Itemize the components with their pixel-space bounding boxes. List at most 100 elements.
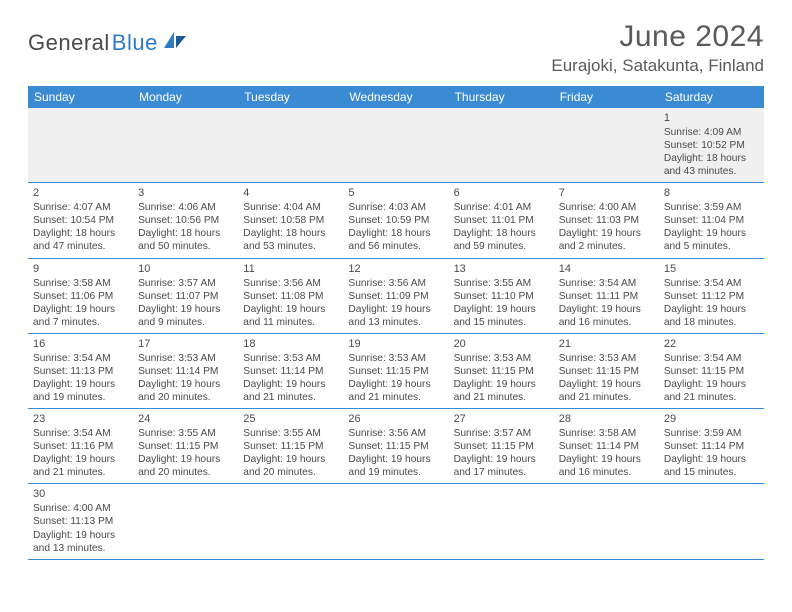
daylight-text: Daylight: 19 hours — [33, 303, 128, 316]
sunrise-text: Sunrise: 4:00 AM — [33, 502, 128, 515]
sunset-text: Sunset: 11:15 PM — [664, 365, 759, 378]
calendar-week-row: 1Sunrise: 4:09 AMSunset: 10:52 PMDayligh… — [28, 108, 764, 183]
sunrise-text: Sunrise: 3:54 AM — [33, 427, 128, 440]
day-number: 1 — [664, 111, 759, 125]
calendar-day-cell: 3Sunrise: 4:06 AMSunset: 10:56 PMDayligh… — [133, 183, 238, 258]
daylight-text: Daylight: 19 hours — [454, 378, 549, 391]
calendar-empty-cell — [238, 108, 343, 183]
day-number: 29 — [664, 412, 759, 426]
daylight-text: and 21 minutes. — [454, 391, 549, 404]
daylight-text: and 21 minutes. — [33, 466, 128, 479]
sunset-text: Sunset: 11:01 PM — [454, 214, 549, 227]
day-number: 25 — [243, 412, 338, 426]
day-number: 16 — [33, 337, 128, 351]
day-number: 10 — [138, 262, 233, 276]
sunset-text: Sunset: 10:54 PM — [33, 214, 128, 227]
day-number: 4 — [243, 186, 338, 200]
sunset-text: Sunset: 11:08 PM — [243, 290, 338, 303]
daylight-text: Daylight: 19 hours — [33, 529, 128, 542]
calendar-day-cell: 5Sunrise: 4:03 AMSunset: 10:59 PMDayligh… — [343, 183, 448, 258]
day-number: 20 — [454, 337, 549, 351]
day-number: 17 — [138, 337, 233, 351]
daylight-text: and 20 minutes. — [138, 466, 233, 479]
sunset-text: Sunset: 10:52 PM — [664, 139, 759, 152]
daylight-text: Daylight: 19 hours — [243, 303, 338, 316]
calendar-day-cell: 9Sunrise: 3:58 AMSunset: 11:06 PMDayligh… — [28, 258, 133, 333]
calendar-week-row: 16Sunrise: 3:54 AMSunset: 11:13 PMDaylig… — [28, 333, 764, 408]
day-number: 9 — [33, 262, 128, 276]
daylight-text: Daylight: 19 hours — [454, 453, 549, 466]
day-number: 5 — [348, 186, 443, 200]
sunset-text: Sunset: 11:14 PM — [138, 365, 233, 378]
sunset-text: Sunset: 11:11 PM — [559, 290, 654, 303]
calendar-week-row: 30Sunrise: 4:00 AMSunset: 11:13 PMDaylig… — [28, 484, 764, 559]
calendar-week-row: 2Sunrise: 4:07 AMSunset: 10:54 PMDayligh… — [28, 183, 764, 258]
calendar-day-cell: 15Sunrise: 3:54 AMSunset: 11:12 PMDaylig… — [659, 258, 764, 333]
sail-icon — [162, 30, 188, 50]
daylight-text: and 7 minutes. — [33, 316, 128, 329]
day-number: 24 — [138, 412, 233, 426]
day-number: 2 — [33, 186, 128, 200]
calendar-day-cell: 8Sunrise: 3:59 AMSunset: 11:04 PMDayligh… — [659, 183, 764, 258]
sunrise-text: Sunrise: 3:55 AM — [454, 277, 549, 290]
daylight-text: and 16 minutes. — [559, 466, 654, 479]
calendar-empty-cell — [133, 108, 238, 183]
sunset-text: Sunset: 11:15 PM — [348, 440, 443, 453]
calendar-empty-cell — [133, 484, 238, 559]
daylight-text: and 21 minutes. — [243, 391, 338, 404]
calendar-day-cell: 7Sunrise: 4:00 AMSunset: 11:03 PMDayligh… — [554, 183, 659, 258]
calendar-empty-cell — [554, 484, 659, 559]
sunset-text: Sunset: 11:09 PM — [348, 290, 443, 303]
daylight-text: Daylight: 19 hours — [559, 303, 654, 316]
sunset-text: Sunset: 11:04 PM — [664, 214, 759, 227]
daylight-text: and 20 minutes. — [138, 391, 233, 404]
calendar-day-cell: 16Sunrise: 3:54 AMSunset: 11:13 PMDaylig… — [28, 333, 133, 408]
calendar-day-cell: 1Sunrise: 4:09 AMSunset: 10:52 PMDayligh… — [659, 108, 764, 183]
daylight-text: Daylight: 19 hours — [664, 378, 759, 391]
sunrise-text: Sunrise: 3:56 AM — [243, 277, 338, 290]
sunset-text: Sunset: 11:06 PM — [33, 290, 128, 303]
sunrise-text: Sunrise: 4:06 AM — [138, 201, 233, 214]
sunset-text: Sunset: 11:03 PM — [559, 214, 654, 227]
calendar-empty-cell — [238, 484, 343, 559]
calendar-day-cell: 10Sunrise: 3:57 AMSunset: 11:07 PMDaylig… — [133, 258, 238, 333]
daylight-text: and 17 minutes. — [454, 466, 549, 479]
day-number: 14 — [559, 262, 654, 276]
day-number: 18 — [243, 337, 338, 351]
daylight-text: and 13 minutes. — [348, 316, 443, 329]
calendar-body: 1Sunrise: 4:09 AMSunset: 10:52 PMDayligh… — [28, 108, 764, 559]
sunrise-text: Sunrise: 3:53 AM — [454, 352, 549, 365]
location-text: Eurajoki, Satakunta, Finland — [551, 56, 764, 76]
calendar-day-cell: 17Sunrise: 3:53 AMSunset: 11:14 PMDaylig… — [133, 333, 238, 408]
weekday-header: Friday — [554, 86, 659, 108]
daylight-text: Daylight: 19 hours — [559, 378, 654, 391]
sunrise-text: Sunrise: 4:03 AM — [348, 201, 443, 214]
sunrise-text: Sunrise: 3:55 AM — [138, 427, 233, 440]
weekday-header: Monday — [133, 86, 238, 108]
calendar-empty-cell — [659, 484, 764, 559]
daylight-text: Daylight: 19 hours — [559, 227, 654, 240]
calendar-page: GeneralBlue June 2024 Eurajoki, Satakunt… — [0, 0, 792, 580]
calendar-day-cell: 19Sunrise: 3:53 AMSunset: 11:15 PMDaylig… — [343, 333, 448, 408]
daylight-text: and 5 minutes. — [664, 240, 759, 253]
calendar-empty-cell — [343, 484, 448, 559]
daylight-text: Daylight: 19 hours — [348, 453, 443, 466]
sunset-text: Sunset: 11:07 PM — [138, 290, 233, 303]
daylight-text: and 15 minutes. — [454, 316, 549, 329]
sunrise-text: Sunrise: 4:01 AM — [454, 201, 549, 214]
sunset-text: Sunset: 11:15 PM — [243, 440, 338, 453]
daylight-text: and 15 minutes. — [664, 466, 759, 479]
calendar-empty-cell — [554, 108, 659, 183]
weekday-header: Wednesday — [343, 86, 448, 108]
logo: GeneralBlue — [28, 30, 188, 56]
day-number: 6 — [454, 186, 549, 200]
daylight-text: and 19 minutes. — [348, 466, 443, 479]
daylight-text: Daylight: 18 hours — [138, 227, 233, 240]
daylight-text: Daylight: 19 hours — [559, 453, 654, 466]
sunrise-text: Sunrise: 3:53 AM — [243, 352, 338, 365]
daylight-text: and 18 minutes. — [664, 316, 759, 329]
calendar-day-cell: 22Sunrise: 3:54 AMSunset: 11:15 PMDaylig… — [659, 333, 764, 408]
daylight-text: Daylight: 18 hours — [454, 227, 549, 240]
daylight-text: Daylight: 19 hours — [664, 227, 759, 240]
daylight-text: and 21 minutes. — [348, 391, 443, 404]
